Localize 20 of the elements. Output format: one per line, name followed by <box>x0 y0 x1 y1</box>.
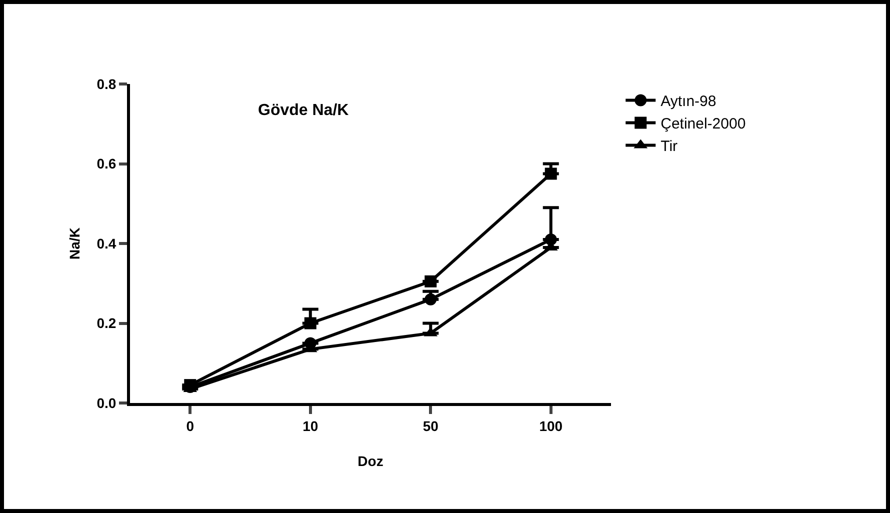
y-axis-title: Na/K <box>66 228 82 260</box>
x-tick-label: 10 <box>302 418 318 434</box>
x-tick-label: 100 <box>539 418 563 434</box>
point <box>424 293 437 306</box>
legend-label: Tir <box>660 138 678 156</box>
point <box>304 317 316 330</box>
x-axis-title: Doz <box>358 453 384 470</box>
point <box>544 234 557 246</box>
x-tick-label: 0 <box>186 418 194 434</box>
point <box>544 168 557 180</box>
y-tick-label: 0.0 <box>96 394 116 411</box>
y-tick-label: 0.8 <box>96 76 116 92</box>
y-tick-label: 0.6 <box>96 156 116 172</box>
y-tick-label: 0.2 <box>96 315 116 332</box>
text: Gövde Na/K <box>258 102 350 119</box>
point <box>424 275 437 288</box>
x-tick-label: 50 <box>422 418 439 434</box>
legend-label: Aytın-98 <box>660 93 716 110</box>
y-tick-label: 0.4 <box>96 235 116 252</box>
legend-label: Çetinel-2000 <box>660 116 746 133</box>
